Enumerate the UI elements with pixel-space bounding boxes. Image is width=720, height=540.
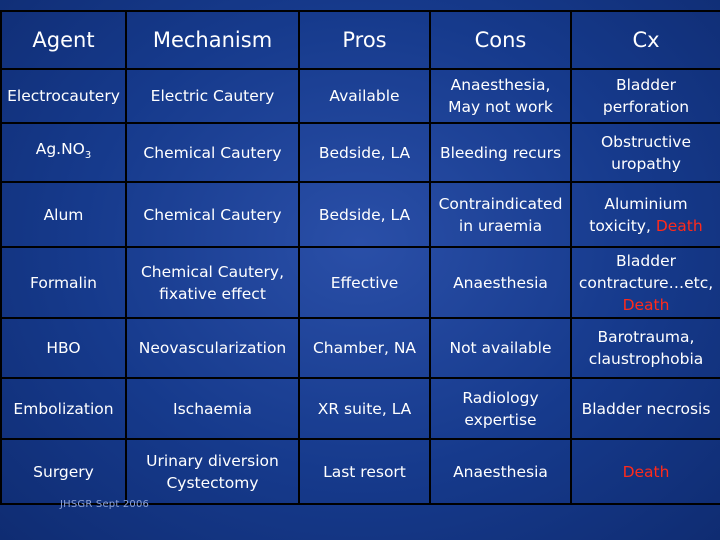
- header-mechanism: Mechanism: [125, 10, 300, 70]
- cell-mechanism: Chemical Cautery: [125, 122, 300, 183]
- cell-cons: Contraindicated in uraemia: [429, 181, 572, 248]
- table-row: Formalin Chemical Cautery, fixative effe…: [0, 246, 720, 319]
- cell-agent: Alum: [0, 181, 127, 248]
- cell-mechanism: Electric Cautery: [125, 68, 300, 124]
- cell-agent: Surgery: [0, 438, 127, 505]
- cell-cons: Anaesthesia, May not work: [429, 68, 572, 124]
- cell-mechanism: Chemical Cautery: [125, 181, 300, 248]
- cell-agent: Formalin: [0, 246, 127, 319]
- cell-complications: Death: [570, 438, 720, 505]
- cell-mechanism: Ischaemia: [125, 377, 300, 440]
- death-highlight: Death: [622, 295, 670, 314]
- agent-subscript: 3: [84, 150, 92, 162]
- table-row: Alum Chemical Cautery Bedside, LA Contra…: [0, 181, 720, 248]
- cell-cons: Bleeding recurs: [429, 122, 572, 183]
- cell-agent: Ag.NO3: [0, 122, 127, 183]
- complication-text: Bladder contracture…etc,: [578, 251, 714, 292]
- header-complications: Cx: [570, 10, 720, 70]
- cell-pros: Available: [298, 68, 431, 124]
- cell-pros: Last resort: [298, 438, 431, 505]
- cell-cons: Radiology expertise: [429, 377, 572, 440]
- cell-cons: Anaesthesia: [429, 246, 572, 319]
- table-row: HBO Neovascularization Chamber, NA Not a…: [0, 317, 720, 379]
- table-row: Ag.NO3 Chemical Cautery Bedside, LA Blee…: [0, 122, 720, 183]
- cell-mechanism: Urinary diversion Cystectomy: [125, 438, 300, 505]
- table-row: Surgery Urinary diversion Cystectomy Las…: [0, 438, 720, 505]
- cell-pros: Chamber, NA: [298, 317, 431, 379]
- header-pros: Pros: [298, 10, 431, 70]
- cell-complications: Bladder necrosis: [570, 377, 720, 440]
- table-row: Electrocautery Electric Cautery Availabl…: [0, 68, 720, 124]
- header-agent: Agent: [0, 10, 127, 70]
- table-row: Embolization Ischaemia XR suite, LA Radi…: [0, 377, 720, 440]
- header-row: Agent Mechanism Pros Cons Cx: [0, 10, 720, 70]
- cell-complications: Bladder contracture…etc, Death: [570, 246, 720, 319]
- agent-name: Ag.NO: [35, 139, 85, 158]
- cell-agent: Embolization: [0, 377, 127, 440]
- cell-agent: Electrocautery: [0, 68, 127, 124]
- cell-complications: Aluminium toxicity, Death: [570, 181, 720, 248]
- cell-complications: Bladder perforation: [570, 68, 720, 124]
- footer-credit: JHSGR Sept 2006: [60, 499, 150, 510]
- cell-cons: Anaesthesia: [429, 438, 572, 505]
- cell-agent: HBO: [0, 317, 127, 379]
- death-highlight: Death: [655, 216, 703, 235]
- complication-text: Aluminium toxicity,: [589, 194, 688, 235]
- cell-pros: Effective: [298, 246, 431, 319]
- cell-mechanism: Neovascularization: [125, 317, 300, 379]
- cell-pros: Bedside, LA: [298, 122, 431, 183]
- cell-cons: Not available: [429, 317, 572, 379]
- cell-pros: XR suite, LA: [298, 377, 431, 440]
- cell-complications: Obstructive uropathy: [570, 122, 720, 183]
- header-cons: Cons: [429, 10, 572, 70]
- cell-mechanism: Chemical Cautery, fixative effect: [125, 246, 300, 319]
- cell-complications: Barotrauma, claustrophobia: [570, 317, 720, 379]
- treatment-comparison-table: Agent Mechanism Pros Cons Cx Electrocaut…: [0, 10, 720, 505]
- cell-pros: Bedside, LA: [298, 181, 431, 248]
